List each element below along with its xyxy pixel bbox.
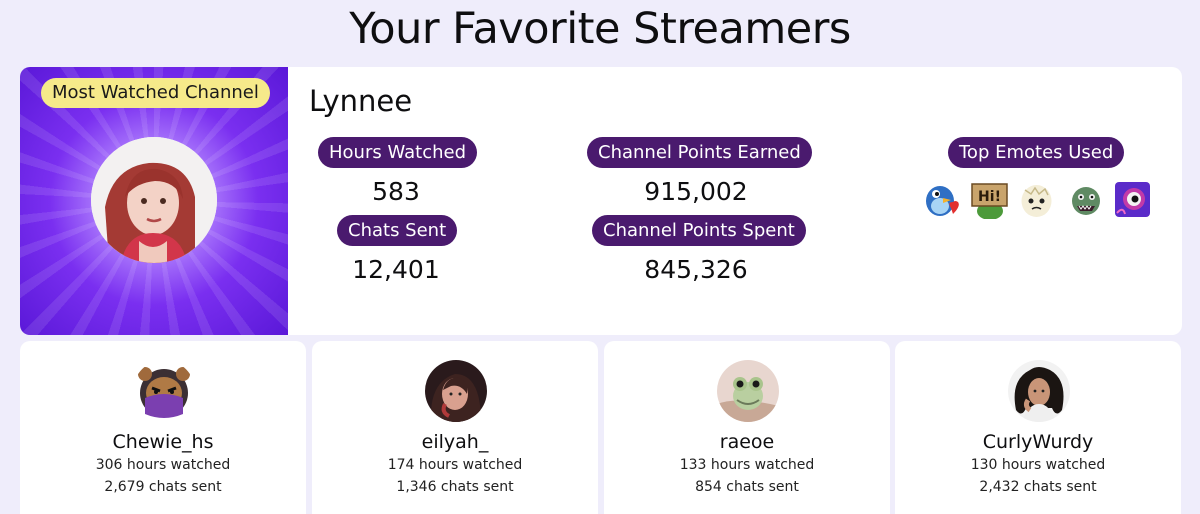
hours-watched-value: 583	[372, 177, 420, 206]
chats-sent: 854 chats sent	[695, 479, 799, 495]
hours-watched: 306 hours watched	[95, 457, 231, 473]
featured-background: Most Watched Channel	[20, 67, 288, 335]
chats-sent-value: 12,401	[352, 255, 440, 284]
streamer-name[interactable]: Chewie_hs	[112, 431, 214, 453]
blue-bird-heart-emote	[923, 180, 962, 219]
streamer-avatar[interactable]	[717, 360, 779, 422]
featured-avatar[interactable]	[91, 137, 217, 263]
chats-sent: 1,346 chats sent	[396, 479, 514, 495]
chats-sent: 2,679 chats sent	[104, 479, 222, 495]
egg-face-emote	[1017, 180, 1056, 219]
chats-sent: 2,432 chats sent	[979, 479, 1097, 495]
streamer-name[interactable]: raeoe	[719, 431, 775, 453]
streamer-card-1[interactable]: Chewie_hs 306 hours watched 2,679 chats …	[20, 341, 306, 514]
page-title: Your Favorite Streamers	[349, 4, 851, 54]
featured-streamer-card: Most Watched Channel Lynnee Hours Watche…	[20, 67, 1182, 335]
streamer-card-2[interactable]: eilyah_ 174 hours watched 1,346 chats se…	[312, 341, 598, 514]
svg-text:Hi!: Hi!	[978, 189, 1001, 205]
green-monster-emote	[1066, 180, 1105, 219]
streamer-card-4[interactable]: CurlyWurdy 130 hours watched 2,432 chats…	[895, 341, 1181, 514]
points-spent-label: Channel Points Spent	[592, 215, 806, 246]
streamer-name[interactable]: CurlyWurdy	[982, 431, 1094, 453]
pepe-hi-sign-emote: Hi!	[970, 180, 1009, 219]
streamer-card-3[interactable]: raeoe 133 hours watched 854 chats sent	[604, 341, 890, 514]
top-emotes-label: Top Emotes Used	[948, 137, 1125, 168]
chats-sent-label: Chats Sent	[337, 215, 458, 246]
hours-watched: 133 hours watched	[679, 457, 815, 473]
streamer-avatar[interactable]	[1008, 360, 1070, 422]
streamer-avatar[interactable]	[425, 360, 487, 422]
hours-watched-label: Hours Watched	[318, 137, 477, 168]
streamer-avatar[interactable]	[133, 360, 195, 422]
streamer-name[interactable]: eilyah_	[421, 431, 489, 453]
purple-eye-emote	[1113, 180, 1152, 219]
points-earned-label: Channel Points Earned	[587, 137, 812, 168]
most-watched-badge: Most Watched Channel	[41, 78, 270, 108]
featured-streamer-name[interactable]: Lynnee	[309, 84, 413, 118]
points-earned-value: 915,002	[644, 177, 748, 206]
hours-watched: 130 hours watched	[970, 457, 1106, 473]
hours-watched: 174 hours watched	[387, 457, 523, 473]
points-spent-value: 845,326	[644, 255, 748, 284]
